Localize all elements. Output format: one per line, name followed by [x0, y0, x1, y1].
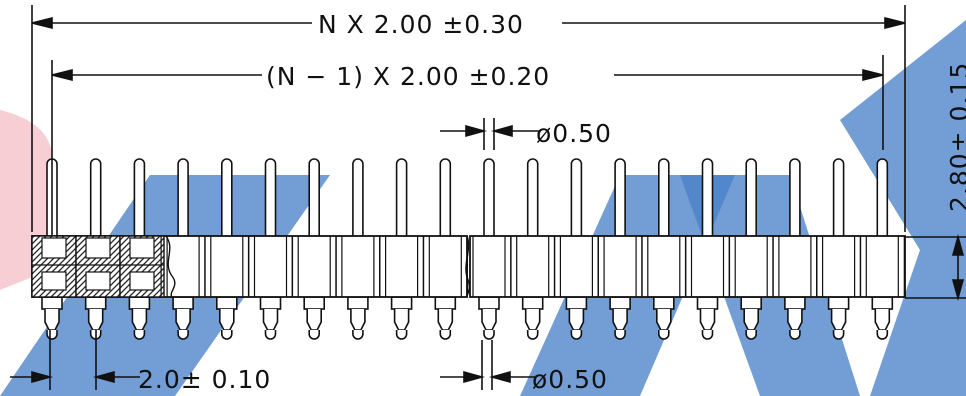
arrow-left-icon — [489, 370, 511, 384]
arrow-right-icon — [31, 370, 53, 384]
top-pin-diameter-label: ø0.50 — [536, 119, 612, 148]
dimension-labels: N X 2.00 ±0.30 (N − 1) X 2.00 ±0.20 ø0.5… — [138, 8, 966, 394]
arrow-up-icon — [951, 234, 965, 256]
insulator-body — [31, 235, 906, 298]
pitch-span-label: (N − 1) X 2.00 ±0.20 — [266, 62, 550, 91]
bottom-pin-diameter-label: ø0.50 — [532, 365, 608, 394]
arrow-right-icon — [465, 124, 487, 138]
pin-array — [41, 158, 894, 340]
pin — [390, 158, 413, 340]
overall-length-label: N X 2.00 ±0.30 — [318, 10, 524, 39]
arrow-left-icon — [93, 370, 115, 384]
pin — [784, 158, 806, 340]
section-cell — [31, 235, 77, 298]
arrow-right-icon — [862, 68, 884, 82]
insulator-right — [469, 235, 906, 298]
pin — [259, 158, 282, 340]
pin — [565, 158, 588, 340]
arrow-right-icon — [884, 16, 906, 30]
pin — [521, 158, 544, 340]
arrow-left-icon — [51, 68, 73, 82]
bottom-pitch-label: 2.0± 0.10 — [138, 365, 271, 394]
watermark-blue-shape-4 — [840, 20, 966, 396]
arrow-down-icon — [951, 279, 965, 301]
pin — [827, 158, 850, 340]
pin — [303, 158, 326, 340]
arrow-left-icon — [491, 124, 513, 138]
pin — [871, 158, 894, 340]
pin — [696, 158, 719, 340]
pin — [172, 158, 194, 340]
pin — [434, 158, 457, 340]
pin — [740, 158, 763, 340]
arrow-right-icon — [463, 370, 485, 384]
pin — [84, 158, 107, 340]
pin — [609, 158, 631, 340]
pin — [478, 158, 500, 340]
pin — [652, 158, 675, 340]
section-cell — [75, 235, 121, 298]
side-height-label: 2.80± 0.15 — [945, 62, 966, 212]
pin — [216, 158, 238, 340]
pin — [347, 158, 369, 340]
section-cell — [119, 235, 165, 298]
arrow-left-icon — [31, 16, 53, 30]
pin — [128, 158, 151, 340]
